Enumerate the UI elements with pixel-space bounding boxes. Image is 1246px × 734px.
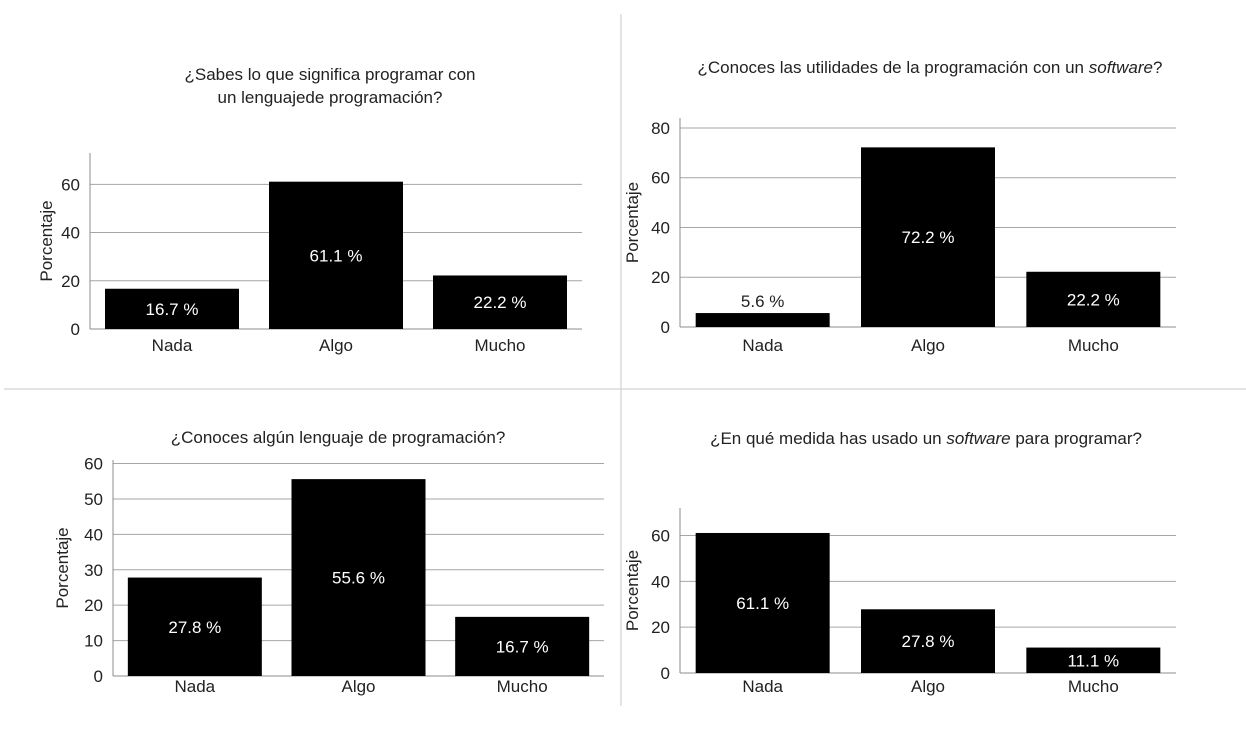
chart-title-run: un lenguajede programación? bbox=[218, 88, 443, 107]
y-tick-label: 60 bbox=[651, 527, 670, 546]
data-label: 16.7 % bbox=[496, 637, 549, 656]
category-label: Mucho bbox=[1068, 336, 1119, 355]
chart-title: ¿Conoces las utilidades de la programaci… bbox=[698, 58, 1163, 77]
chart-title: ¿En qué medida has usado un software par… bbox=[710, 429, 1142, 448]
category-label: Algo bbox=[911, 677, 945, 696]
y-tick-label: 20 bbox=[61, 272, 80, 291]
data-label: 27.8 % bbox=[902, 632, 955, 651]
data-label: 61.1 % bbox=[310, 246, 363, 265]
y-tick-label: 20 bbox=[84, 596, 103, 615]
bar-nada bbox=[127, 577, 262, 676]
chart-title-run: ¿Sabes lo que significa programar con bbox=[184, 65, 475, 84]
y-tick-label: 0 bbox=[661, 664, 670, 683]
y-tick-label: 40 bbox=[61, 224, 80, 243]
y-tick-label: 80 bbox=[651, 119, 670, 138]
chart-1: ¿Sabes lo que significa programar con un … bbox=[37, 65, 582, 355]
y-tick-label: 40 bbox=[84, 525, 103, 544]
category-label: Mucho bbox=[1068, 677, 1119, 696]
bar-algo bbox=[861, 147, 995, 327]
y-tick-label: 20 bbox=[651, 618, 670, 637]
chart-title-run: para programar? bbox=[1011, 429, 1142, 448]
bar-mucho bbox=[1026, 647, 1161, 673]
y-tick-label: 60 bbox=[84, 455, 103, 474]
y-tick-label: 40 bbox=[651, 572, 670, 591]
y-tick-label: 60 bbox=[61, 175, 80, 194]
y-tick-label: 0 bbox=[94, 667, 103, 686]
y-tick-label: 40 bbox=[651, 218, 670, 237]
bar-nada bbox=[105, 288, 239, 329]
chart-title-run: software bbox=[1089, 58, 1153, 77]
chart-title-run: ¿Conoces las utilidades de la programaci… bbox=[698, 58, 1089, 77]
data-label: 22.2 % bbox=[474, 293, 527, 312]
bar-mucho bbox=[1026, 271, 1161, 327]
y-tick-label: 20 bbox=[651, 268, 670, 287]
category-label: Nada bbox=[175, 677, 216, 696]
category-label: Nada bbox=[152, 336, 193, 355]
chart-title: ¿Sabes lo que significa programar con bbox=[184, 65, 475, 84]
data-label: 61.1 % bbox=[736, 594, 789, 613]
data-label: 11.1 % bbox=[1067, 651, 1119, 670]
data-label: 27.8 % bbox=[168, 618, 221, 637]
data-label: 22.2 % bbox=[1067, 290, 1120, 309]
bar-algo bbox=[291, 479, 426, 676]
y-tick-label: 50 bbox=[84, 490, 103, 509]
chart-title-run: ? bbox=[1153, 58, 1162, 77]
bar-nada bbox=[695, 313, 830, 327]
y-axis-label: Porcentaje bbox=[623, 550, 642, 631]
y-tick-label: 30 bbox=[84, 561, 103, 580]
data-label: 16.7 % bbox=[146, 300, 199, 319]
y-axis-label: Porcentaje bbox=[53, 527, 72, 608]
bar-mucho bbox=[433, 275, 567, 329]
y-tick-label: 10 bbox=[84, 632, 103, 651]
chart-4: ¿En qué medida has usado un software par… bbox=[623, 429, 1176, 696]
bar-nada bbox=[695, 532, 830, 673]
y-axis-label: Porcentaje bbox=[37, 200, 56, 281]
data-label: 72.2 % bbox=[902, 228, 955, 247]
bar-algo bbox=[861, 609, 995, 673]
chart-title: ¿Conoces algún lenguaje de programación? bbox=[171, 428, 506, 447]
data-label: 55.6 % bbox=[332, 569, 385, 588]
chart-3: ¿Conoces algún lenguaje de programación?… bbox=[53, 428, 604, 696]
category-label: Nada bbox=[742, 336, 783, 355]
y-axis-label: Porcentaje bbox=[623, 182, 642, 263]
y-tick-label: 0 bbox=[661, 318, 670, 337]
chart-2: ¿Conoces las utilidades de la programaci… bbox=[623, 58, 1176, 355]
bar-algo bbox=[269, 181, 403, 329]
chart-title-run: ¿Conoces algún lenguaje de programación? bbox=[171, 428, 506, 447]
data-label: 5.6 % bbox=[741, 292, 784, 311]
category-label: Mucho bbox=[497, 677, 548, 696]
category-label: Algo bbox=[341, 677, 375, 696]
chart-title-run: software bbox=[946, 429, 1010, 448]
category-label: Algo bbox=[911, 336, 945, 355]
category-label: Nada bbox=[742, 677, 783, 696]
bar-mucho bbox=[455, 616, 590, 676]
category-label: Algo bbox=[319, 336, 353, 355]
chart-title-run: ¿En qué medida has usado un bbox=[710, 429, 946, 448]
category-label: Mucho bbox=[474, 336, 525, 355]
y-tick-label: 60 bbox=[651, 169, 670, 188]
chart-title: un lenguajede programación? bbox=[218, 88, 443, 107]
y-tick-label: 0 bbox=[71, 320, 80, 339]
